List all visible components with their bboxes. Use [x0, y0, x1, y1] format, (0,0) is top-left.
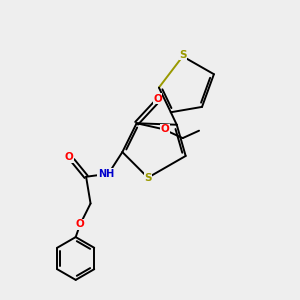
Text: S: S	[144, 172, 152, 183]
Text: O: O	[76, 219, 85, 229]
Text: NH: NH	[98, 169, 114, 179]
Text: O: O	[153, 94, 162, 104]
Text: S: S	[179, 50, 186, 60]
Text: O: O	[160, 124, 169, 134]
Text: O: O	[65, 152, 74, 162]
